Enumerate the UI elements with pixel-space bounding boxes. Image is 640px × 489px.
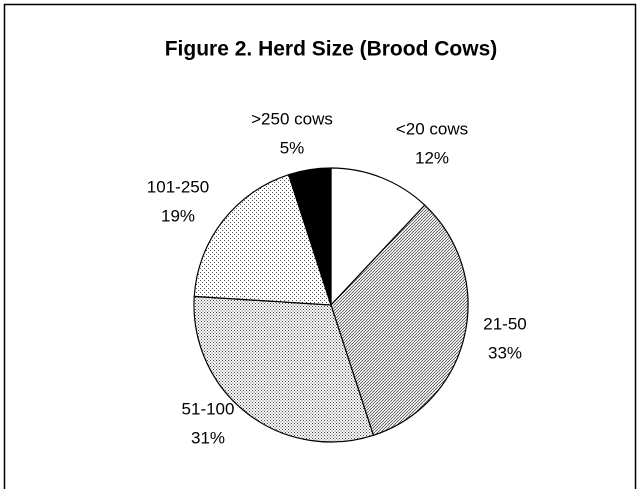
slice-value-label: 31% (191, 428, 225, 447)
pie-slice (193, 173, 332, 306)
slice-label: <20 cows (396, 119, 468, 138)
slice-value-label: 19% (161, 206, 195, 225)
slice-label: 21-50 (483, 314, 526, 333)
slice-value-label: 33% (488, 343, 522, 362)
slice-label: 51-100 (182, 399, 235, 418)
pie-slice (193, 295, 375, 443)
slice-value-label: 12% (415, 148, 449, 167)
pie-slice (330, 167, 426, 307)
chart-title: Figure 2. Herd Size (Brood Cows) (165, 38, 498, 61)
slice-label: >250 cows (251, 109, 333, 128)
slice-value-label: 5% (280, 138, 305, 157)
slice-label: 101-250 (147, 177, 209, 196)
pie-slice (287, 167, 332, 306)
pie-slice (330, 204, 469, 437)
